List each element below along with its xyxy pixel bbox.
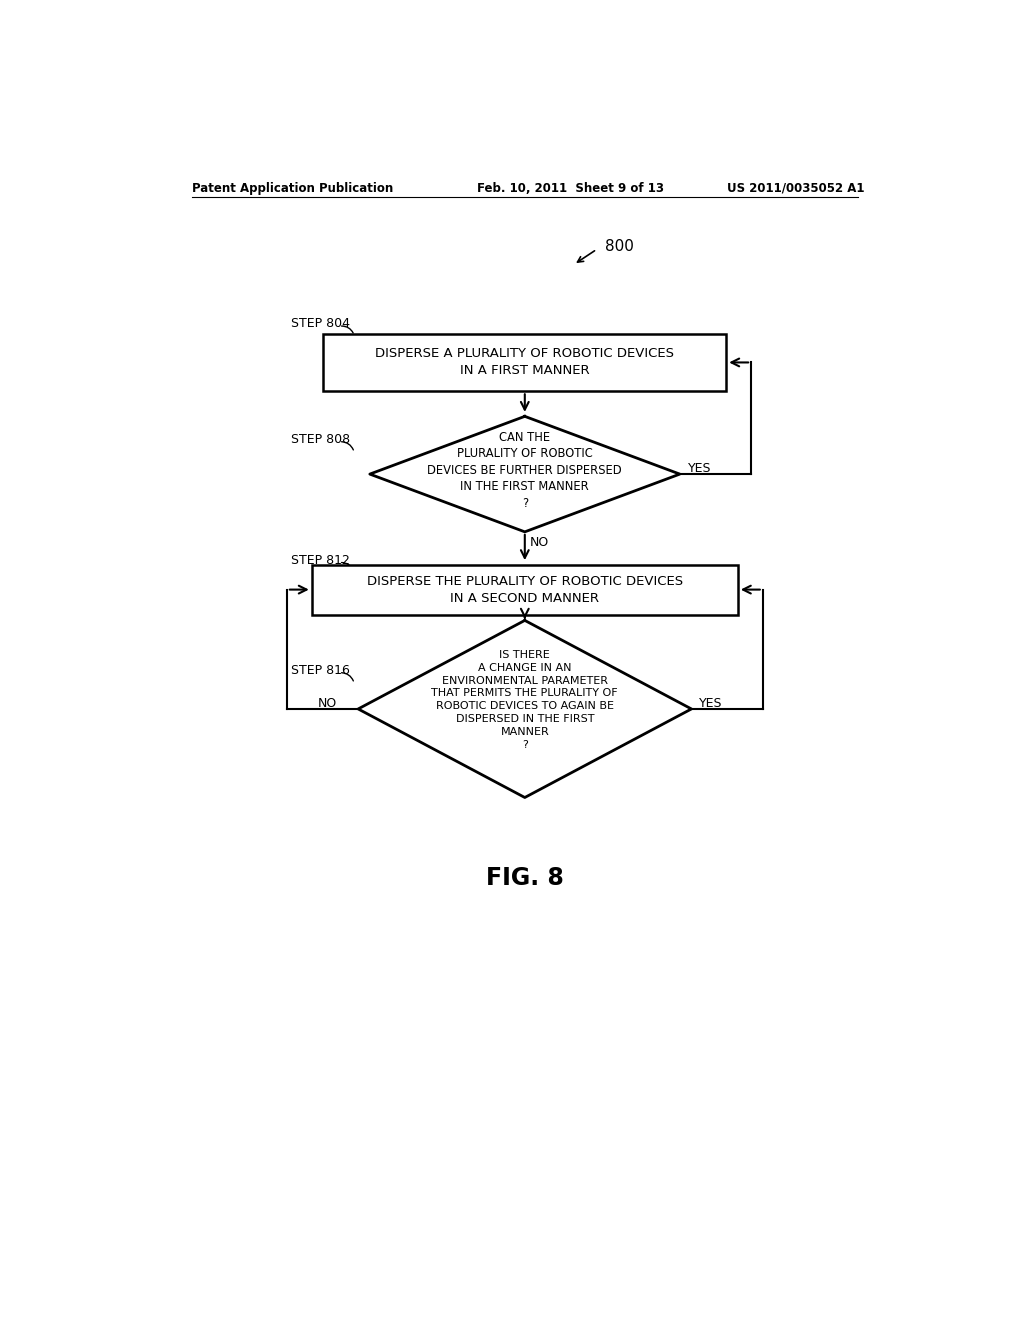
Text: STEP 816: STEP 816	[291, 664, 349, 677]
Text: Patent Application Publication: Patent Application Publication	[191, 182, 393, 194]
Text: IS THERE
A CHANGE IN AN
ENVIRONMENTAL PARAMETER
THAT PERMITS THE PLURALITY OF
RO: IS THERE A CHANGE IN AN ENVIRONMENTAL PA…	[431, 649, 618, 750]
Text: STEP 808: STEP 808	[291, 433, 350, 446]
FancyArrowPatch shape	[342, 673, 353, 681]
Text: FIG. 8: FIG. 8	[485, 866, 564, 891]
Bar	[324, 334, 726, 391]
Text: 800: 800	[604, 239, 634, 255]
Text: CAN THE
PLURALITY OF ROBOTIC
DEVICES BE FURTHER DISPERSED
IN THE FIRST MANNER
?: CAN THE PLURALITY OF ROBOTIC DEVICES BE …	[427, 430, 623, 510]
FancyArrowPatch shape	[342, 562, 353, 570]
Text: STEP 804: STEP 804	[291, 317, 350, 330]
Bar	[311, 565, 738, 615]
Text: DISPERSE THE PLURALITY OF ROBOTIC DEVICES
IN A SECOND MANNER: DISPERSE THE PLURALITY OF ROBOTIC DEVICE…	[367, 574, 683, 605]
FancyArrowPatch shape	[578, 251, 595, 263]
FancyArrowPatch shape	[342, 442, 353, 450]
Text: NO: NO	[530, 536, 550, 549]
Text: Feb. 10, 2011  Sheet 9 of 13: Feb. 10, 2011 Sheet 9 of 13	[477, 182, 664, 194]
Text: NO: NO	[317, 697, 337, 710]
Text: YES: YES	[699, 697, 723, 710]
Text: DISPERSE A PLURALITY OF ROBOTIC DEVICES
IN A FIRST MANNER: DISPERSE A PLURALITY OF ROBOTIC DEVICES …	[376, 347, 674, 378]
Text: YES: YES	[687, 462, 711, 475]
Text: STEP 812: STEP 812	[291, 554, 349, 566]
FancyArrowPatch shape	[342, 326, 353, 333]
Text: US 2011/0035052 A1: US 2011/0035052 A1	[727, 182, 864, 194]
